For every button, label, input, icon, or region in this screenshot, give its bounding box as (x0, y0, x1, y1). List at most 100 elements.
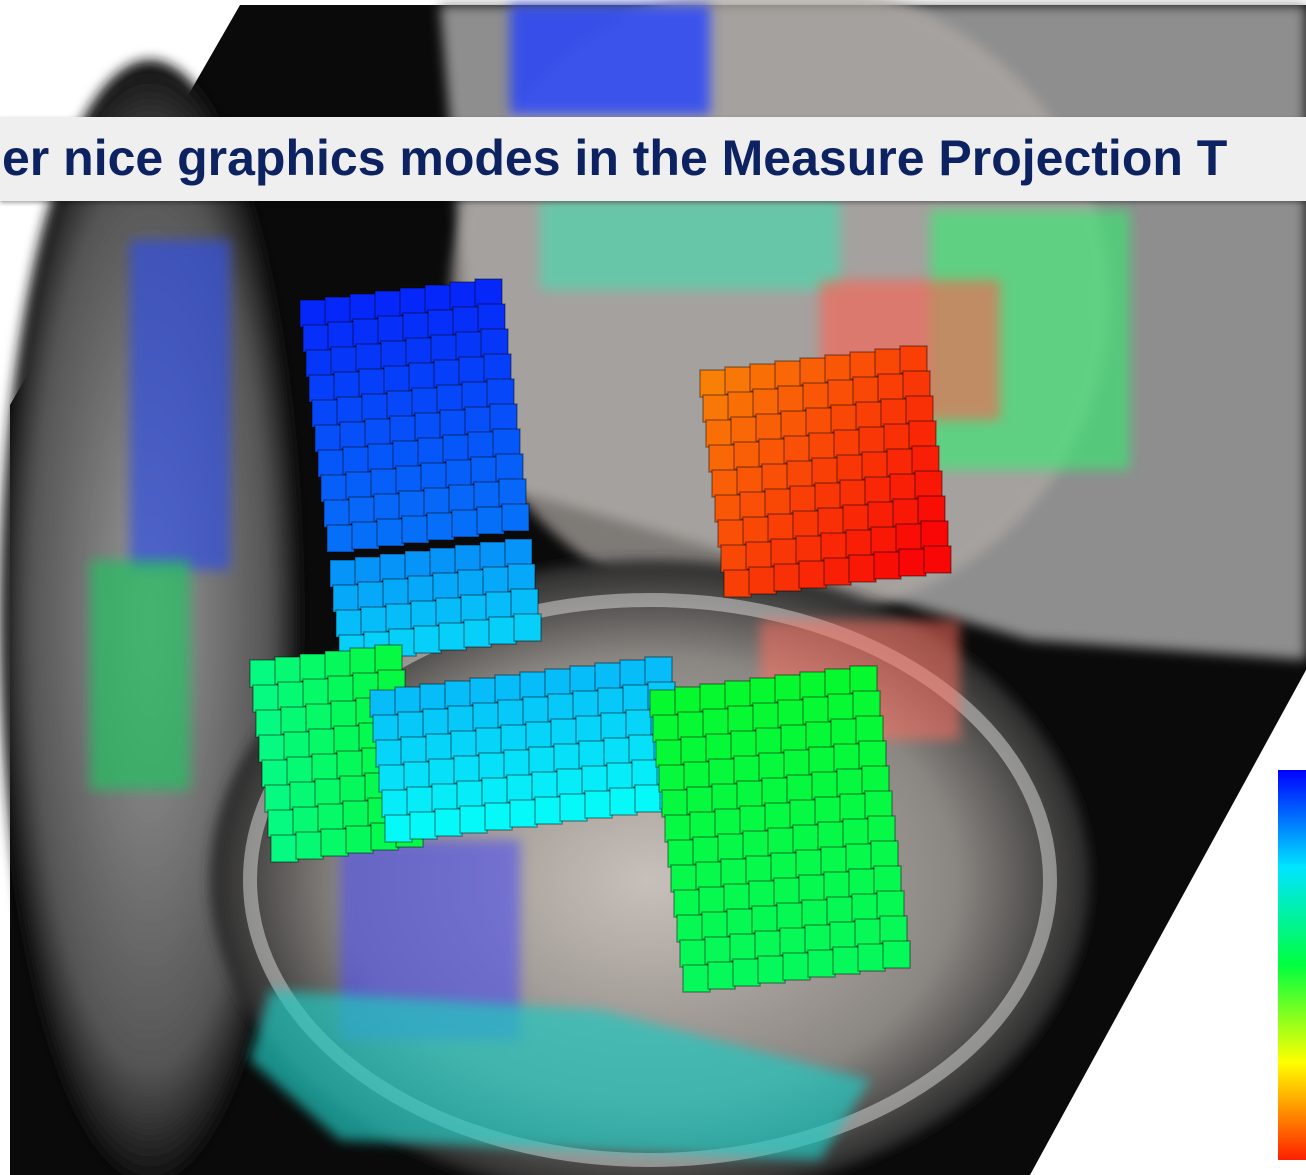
voxel (827, 693, 856, 722)
voxel (680, 736, 709, 765)
voxel (867, 501, 896, 530)
voxel (767, 513, 796, 542)
voxel (374, 290, 403, 319)
voxel (805, 721, 834, 750)
voxel (757, 955, 786, 984)
voxel (429, 547, 458, 576)
voxel (764, 802, 793, 831)
voxel (357, 581, 386, 610)
voxel (355, 343, 384, 372)
voxel (811, 771, 840, 800)
voxel (842, 818, 871, 847)
voxel (348, 496, 377, 525)
voxel (702, 708, 731, 737)
voxel (754, 930, 783, 959)
voxel (519, 671, 548, 700)
voxel (295, 831, 324, 860)
voxel (311, 399, 340, 428)
voxel (428, 758, 457, 787)
voxel (873, 865, 902, 894)
voxel (534, 796, 563, 825)
voxel (308, 728, 337, 757)
voxel (345, 825, 374, 854)
voxel (352, 318, 381, 347)
banner-title: er nice graphics modes in the Measure Pr… (2, 130, 1228, 186)
voxel (795, 849, 824, 878)
voxel (584, 790, 613, 819)
voxel (249, 659, 278, 688)
voxel (361, 393, 390, 422)
voxel (799, 671, 828, 700)
voxel (389, 415, 418, 444)
voxel (572, 690, 601, 719)
voxel (855, 401, 884, 430)
voxel (405, 337, 434, 366)
voxel (395, 465, 424, 494)
voxel (824, 668, 853, 697)
voxel (839, 479, 868, 508)
voxel (908, 420, 937, 449)
voxel (336, 396, 365, 425)
voxel (417, 437, 446, 466)
voxel (606, 762, 635, 791)
voxel (724, 366, 753, 395)
voxel (379, 553, 408, 582)
axial-outline (243, 593, 1057, 1167)
voxel (500, 724, 529, 753)
voxel (820, 846, 849, 875)
voxel (492, 428, 521, 457)
voxel (302, 678, 331, 707)
voxel (761, 777, 790, 806)
voxel (717, 519, 746, 548)
voxel (327, 321, 356, 350)
voxel (883, 423, 912, 452)
voxel (923, 545, 952, 574)
voxel (770, 852, 799, 881)
voxel (729, 933, 758, 962)
voxel (877, 373, 906, 402)
voxel (723, 569, 752, 598)
voxel (814, 796, 843, 825)
voxel (609, 787, 638, 816)
voxel (419, 683, 448, 712)
voxel (383, 365, 412, 394)
voxel (420, 462, 449, 491)
voxel (676, 914, 705, 943)
voxel (431, 783, 460, 812)
voxel (333, 725, 362, 754)
voxel (880, 398, 909, 427)
voxel (876, 890, 905, 919)
voxel (855, 715, 884, 744)
voxel (723, 883, 752, 912)
voxel (867, 815, 896, 844)
projection-patch (540, 200, 840, 290)
voxel (745, 855, 774, 884)
voxel (380, 340, 409, 369)
voxel (905, 395, 934, 424)
voxel (330, 346, 359, 375)
voxel (414, 412, 443, 441)
voxel (727, 705, 756, 734)
voxel (320, 474, 349, 503)
voxel (553, 743, 582, 772)
voxel (848, 554, 877, 583)
voxel (889, 473, 918, 502)
voxel (413, 625, 442, 654)
title-banner: er nice graphics modes in the Measure Pr… (0, 117, 1306, 201)
voxel (320, 828, 349, 857)
voxel (717, 833, 746, 862)
voxel (458, 356, 487, 385)
voxel (714, 494, 743, 523)
projection-patch (130, 240, 230, 570)
voxel (879, 915, 908, 944)
voxel (777, 385, 806, 414)
voxel (852, 690, 881, 719)
voxel (658, 764, 687, 793)
voxel (449, 281, 478, 310)
voxel (311, 753, 340, 782)
voxel (789, 485, 818, 514)
voxel (372, 714, 401, 743)
voxel (364, 418, 393, 447)
voxel (830, 404, 859, 433)
